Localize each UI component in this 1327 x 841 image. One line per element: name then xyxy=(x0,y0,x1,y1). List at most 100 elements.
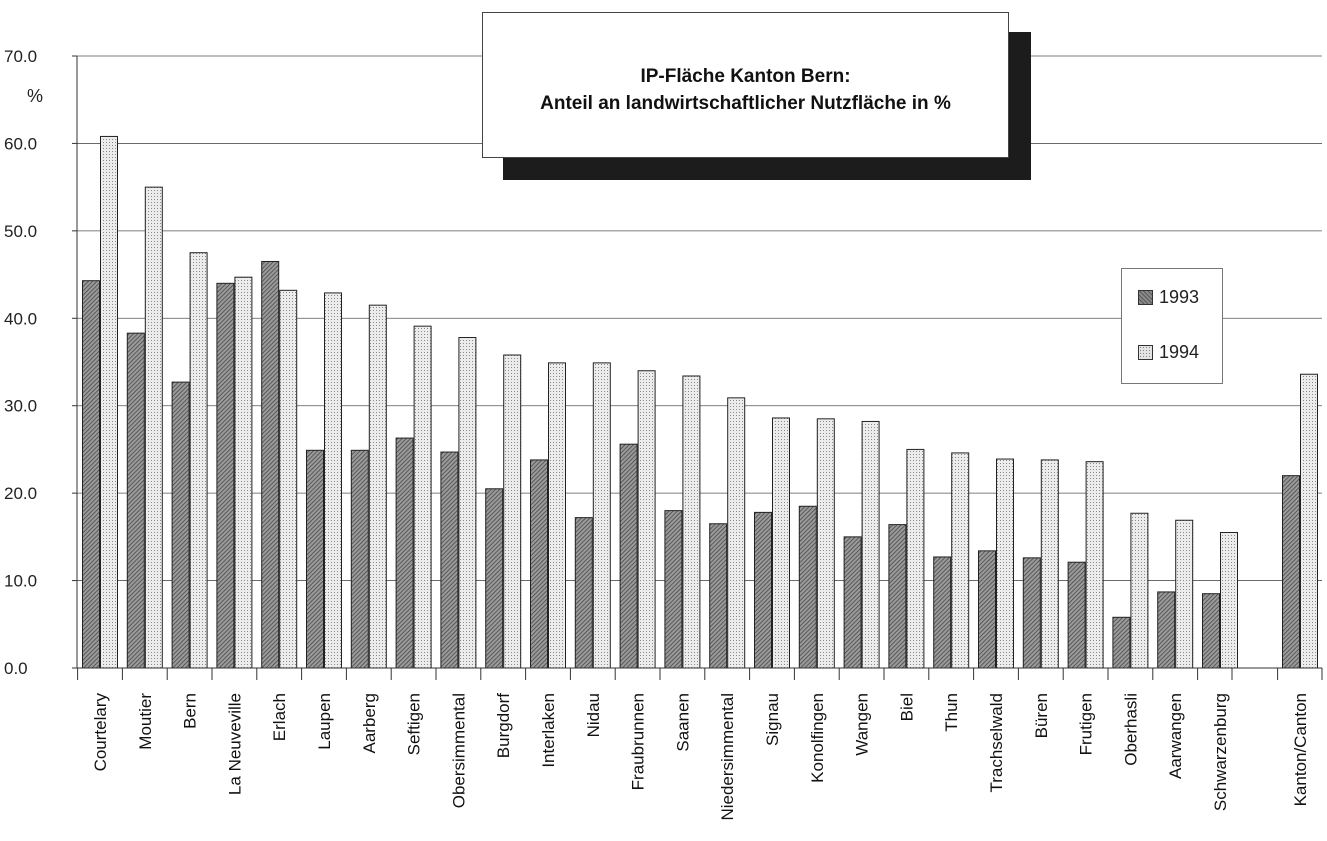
y-tick-label: 50.0 xyxy=(4,222,37,241)
x-tick-label: Konolfingen xyxy=(808,693,827,783)
legend-swatch-1993 xyxy=(1138,290,1153,305)
x-tick-label: Büren xyxy=(1032,693,1051,738)
legend-item-1994: 1994 xyxy=(1138,342,1199,363)
bar-1994-la-neuveville xyxy=(234,276,253,669)
bar-1994-moutier xyxy=(144,186,163,669)
bar-1993-kanton-canton xyxy=(1282,475,1300,669)
bar-1993-burgdorf xyxy=(485,488,504,669)
x-tick-label: Oberhasli xyxy=(1121,693,1140,766)
bar-1994-burgdorf xyxy=(503,354,522,669)
x-tick-label: La Neuveville xyxy=(225,693,244,795)
chart-title: IP-Fläche Kanton Bern: Anteil an landwir… xyxy=(483,63,1008,117)
bar-1993-nidau xyxy=(574,517,593,669)
x-tick-label: Obersimmental xyxy=(449,693,468,808)
bar-1993-b-ren xyxy=(1022,557,1041,669)
x-tick-label: Trachselwald xyxy=(987,693,1006,793)
bar-1994-niedersimmental xyxy=(727,397,746,669)
bar-1994-fraubrunnen xyxy=(637,370,656,669)
x-tick-label: Biel xyxy=(897,693,916,721)
bar-1994-laupen xyxy=(324,292,342,669)
bar-1993-trachselwald xyxy=(978,550,996,669)
x-tick-label: Moutier xyxy=(136,693,155,750)
bar-1993-courtelary xyxy=(82,280,100,669)
bar-1993-biel xyxy=(888,524,907,669)
y-tick-label: 0.0 xyxy=(4,659,28,678)
x-tick-label: Wangen xyxy=(853,693,872,756)
title-box: IP-Fläche Kanton Bern: Anteil an landwir… xyxy=(482,12,1009,158)
bar-1994-frutigen xyxy=(1085,461,1104,669)
bar-1994-courtelary xyxy=(100,135,118,669)
bar-1994-obersimmental xyxy=(458,337,477,669)
bar-1993-saanen xyxy=(664,510,683,669)
x-tick-label: Niedersimmental xyxy=(718,693,737,821)
bars xyxy=(82,135,1318,669)
bar-1994-aarwangen xyxy=(1175,519,1194,669)
legend-label-1994: 1994 xyxy=(1159,342,1200,362)
bar-1994-interlaken xyxy=(548,362,566,669)
y-tick-label: 70.0 xyxy=(4,47,37,66)
bar-1994-oberhasli xyxy=(1130,512,1149,669)
bar-1994-biel xyxy=(906,448,925,669)
bar-1993-konolfingen xyxy=(798,505,817,669)
bar-1994-kanton-canton xyxy=(1300,373,1318,669)
bar-1993-fraubrunnen xyxy=(619,443,638,669)
bar-1993-moutier xyxy=(126,332,145,669)
bar-1994-schwarzenburg xyxy=(1220,531,1238,669)
x-tick-label: Seftigen xyxy=(405,693,424,755)
y-tick-label: 10.0 xyxy=(4,572,37,591)
y-tick-label: 20.0 xyxy=(4,484,37,503)
legend: 1993 1994 xyxy=(1121,268,1223,384)
x-tick-label: Burgdorf xyxy=(494,693,513,758)
x-tick-labels: Courtelary Moutier Bern La Neuveville Erlach… xyxy=(91,693,1310,821)
bar-1993-laupen xyxy=(306,449,324,669)
legend-swatch-1994 xyxy=(1138,345,1153,360)
x-tick-label: Erlach xyxy=(270,693,289,741)
y-tick-label: 60.0 xyxy=(4,134,37,153)
legend-item-1993: 1993 xyxy=(1138,287,1199,308)
bar-1994-thun xyxy=(951,452,970,669)
y-tick-label: 30.0 xyxy=(4,397,37,416)
bar-1993-la-neuveville xyxy=(216,282,235,669)
bar-1994-erlach xyxy=(279,289,298,669)
x-tick-label: Fraubrunnen xyxy=(629,693,648,790)
chart-title-line-2: Anteil an landwirtschaftlicher Nutzfläch… xyxy=(540,93,951,114)
x-tick-label: Aarberg xyxy=(360,693,379,753)
axes xyxy=(76,56,1322,669)
bar-1993-schwarzenburg xyxy=(1202,593,1220,669)
x-tick-label: Frutigen xyxy=(1077,693,1096,755)
bar-1993-signau xyxy=(754,511,772,669)
bar-1993-seftigen xyxy=(395,437,414,669)
y-tick-labels: 0.0 10.0 20.0 30.0 40.0 50.0 60.0 70.0 xyxy=(4,47,37,678)
x-tick-label: Thun xyxy=(942,693,961,732)
bar-1993-obersimmental xyxy=(440,451,459,669)
bar-1993-erlach xyxy=(261,260,280,669)
x-tick-label: Laupen xyxy=(315,693,334,750)
x-tick-label: Bern xyxy=(181,693,200,729)
bar-1994-bern xyxy=(189,252,208,669)
chart-title-line-1: IP-Fläche Kanton Bern: xyxy=(640,66,851,87)
x-tick-label: Interlaken xyxy=(539,693,558,768)
x-tick-label: Schwarzenburg xyxy=(1211,693,1230,811)
bar-1994-wangen xyxy=(861,420,880,669)
bar-1993-oberhasli xyxy=(1112,616,1131,669)
y-axis-unit: % xyxy=(27,86,43,106)
bar-1994-signau xyxy=(772,417,790,669)
x-tick-label: Signau xyxy=(763,693,782,746)
bar-1993-thun xyxy=(933,556,952,669)
x-tick-label: Aarwangen xyxy=(1166,693,1185,779)
bar-1993-interlaken xyxy=(530,459,548,669)
bar-1993-niedersimmental xyxy=(709,523,728,669)
y-tick-label: 40.0 xyxy=(4,309,37,328)
bar-1994-saanen xyxy=(682,375,701,669)
x-tick-label: Saanen xyxy=(673,693,692,752)
bar-1994-konolfingen xyxy=(816,418,835,669)
x-tick-label: Kanton/Canton xyxy=(1291,693,1310,806)
bar-1994-aarberg xyxy=(368,304,387,669)
bar-1993-frutigen xyxy=(1067,561,1086,669)
bar-1993-aarwangen xyxy=(1157,591,1176,669)
bar-1994-nidau xyxy=(592,362,611,669)
bar-1994-b-ren xyxy=(1040,459,1059,669)
x-tick-label: Nidau xyxy=(584,693,603,737)
bar-1994-trachselwald xyxy=(996,458,1014,669)
